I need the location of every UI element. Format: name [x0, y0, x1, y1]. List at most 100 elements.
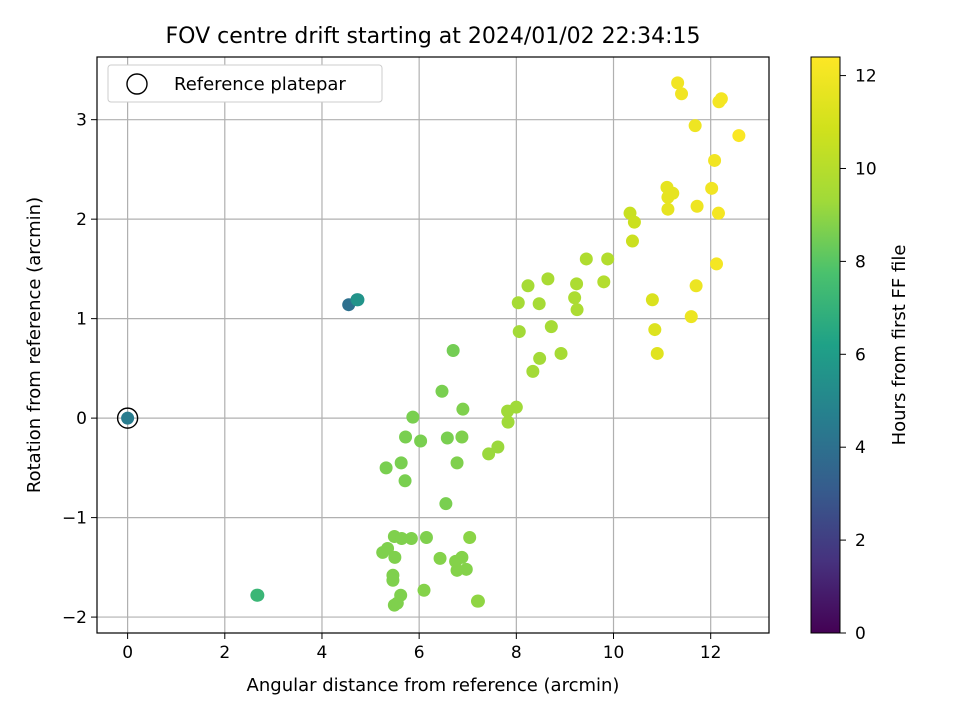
data-points	[116, 76, 746, 612]
data-point	[482, 447, 496, 461]
data-point	[648, 323, 662, 337]
data-point	[627, 215, 641, 229]
data-point	[398, 474, 412, 488]
data-point	[533, 351, 547, 365]
x-tick-label: 8	[511, 643, 522, 663]
y-tick-label: 0	[76, 409, 87, 429]
data-point	[440, 431, 454, 445]
y-axis-label: Rotation from reference (arcmin)	[24, 197, 45, 493]
data-point	[351, 293, 365, 307]
data-point	[710, 257, 724, 271]
data-point	[705, 181, 719, 195]
data-point	[390, 596, 404, 610]
x-tick-label: 6	[414, 643, 425, 663]
data-point	[417, 583, 431, 597]
legend-entry-reference: Reference platepar	[174, 74, 346, 95]
x-axis-label: Angular distance from reference (arcmin)	[247, 675, 620, 696]
colorbar: 0 2 4 6 8 10 12 Hours from first FF file	[810, 56, 910, 644]
x-tick-label: 12	[700, 643, 722, 663]
data-point	[394, 456, 408, 470]
data-point	[568, 291, 582, 305]
data-point	[404, 531, 418, 545]
x-tick-label: 10	[603, 643, 625, 663]
data-point	[688, 119, 702, 133]
data-point	[711, 206, 725, 220]
data-point	[386, 573, 400, 587]
colorbar-tick-label: 6	[855, 345, 866, 365]
data-point	[512, 325, 526, 339]
chart-title: FOV centre drift starting at 2024/01/02 …	[166, 24, 701, 49]
data-point	[511, 296, 525, 310]
data-point	[456, 402, 470, 416]
data-point	[406, 410, 420, 424]
data-point	[459, 562, 473, 576]
x-tick-label: 2	[219, 643, 230, 663]
colorbar-tick-label: 4	[855, 438, 866, 458]
x-tick-label: 4	[317, 643, 328, 663]
colorbar-tick-label: 8	[855, 252, 866, 272]
data-point	[625, 234, 639, 248]
data-point	[399, 430, 413, 444]
x-tick-label: 0	[122, 643, 133, 663]
x-axis-ticks: 0 2 4 6 8 10 12	[122, 633, 722, 663]
colorbar-tick-label: 2	[855, 531, 866, 551]
y-tick-label: 3	[76, 111, 87, 131]
legend-box	[107, 64, 383, 103]
data-point	[684, 310, 698, 324]
data-point	[435, 384, 449, 398]
data-point	[439, 497, 453, 511]
colorbar-label: Hours from first FF file	[889, 245, 910, 446]
data-point	[544, 320, 558, 334]
data-point	[579, 252, 593, 266]
colorbar-tick-label: 10	[855, 159, 877, 179]
data-point	[675, 87, 689, 101]
y-tick-label: −1	[62, 509, 87, 529]
legend: Reference platepar	[107, 64, 383, 103]
data-point	[541, 272, 555, 286]
data-point	[645, 293, 659, 307]
data-point	[570, 303, 584, 317]
data-point	[381, 541, 395, 555]
data-point	[450, 456, 464, 470]
data-point	[419, 530, 433, 544]
data-point	[732, 129, 746, 143]
y-axis-ticks: −2 −1 0 1 2 3	[62, 111, 97, 628]
data-point	[491, 440, 505, 454]
data-point	[433, 551, 447, 565]
legend-marker-reference	[126, 73, 148, 95]
data-point	[689, 279, 703, 293]
data-point	[463, 530, 477, 544]
data-point	[379, 461, 393, 475]
data-point	[601, 252, 615, 266]
data-point	[455, 430, 469, 444]
data-point	[501, 415, 515, 429]
data-point	[526, 364, 540, 378]
data-point	[597, 275, 611, 289]
grid-lines	[97, 57, 769, 633]
data-point	[509, 400, 523, 414]
data-point	[671, 76, 685, 90]
data-point	[121, 411, 135, 425]
data-point	[388, 550, 402, 564]
data-point	[714, 92, 728, 106]
data-point	[650, 346, 664, 360]
y-tick-label: −2	[62, 608, 87, 628]
data-point	[532, 297, 546, 311]
data-point	[414, 434, 428, 448]
y-tick-label: 1	[76, 310, 87, 330]
data-point	[554, 346, 568, 360]
data-point	[521, 279, 535, 293]
data-point	[570, 277, 584, 291]
data-point	[471, 594, 485, 608]
plot-frame	[96, 56, 770, 634]
data-point	[661, 202, 675, 216]
colorbar-tick-label: 12	[855, 67, 877, 87]
data-point	[446, 343, 460, 357]
data-point	[666, 186, 680, 200]
data-point	[455, 550, 469, 564]
y-tick-label: 2	[76, 210, 87, 230]
data-point	[708, 153, 722, 167]
data-point	[250, 588, 264, 602]
